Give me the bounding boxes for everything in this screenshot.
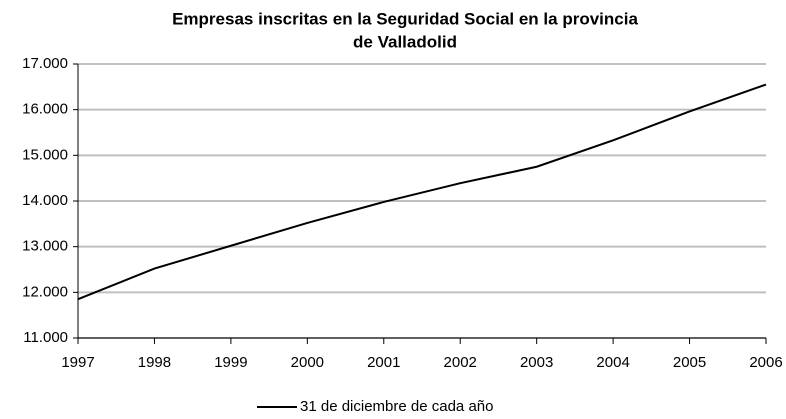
y-tick-label: 14.000: [22, 192, 68, 209]
x-tick-label: 2000: [291, 354, 324, 371]
data-line: [77, 83, 767, 301]
y-tick-label: 13.000: [22, 238, 68, 255]
x-tick-label: 2006: [749, 354, 782, 371]
x-tick-label: 2004: [596, 354, 629, 371]
x-tick-label: 1998: [138, 354, 171, 371]
y-tick-label: 11.000: [23, 329, 68, 346]
legend-label: 31 de diciembre de cada año: [300, 398, 493, 415]
x-tick-label: 2005: [673, 354, 706, 371]
x-tick-label: 1997: [61, 354, 94, 371]
x-tick-label: 2003: [520, 354, 553, 371]
x-tick-label: 1999: [214, 354, 247, 371]
y-tick-label: 17.000: [22, 55, 68, 72]
y-tick-label: 16.000: [22, 101, 68, 118]
x-tick-label: 2001: [367, 354, 400, 371]
y-tick-label: 15.000: [22, 146, 68, 163]
x-tick-label: 2002: [444, 354, 477, 371]
chart-title: Empresas inscritas en la Seguridad Socia…: [172, 9, 638, 28]
chart-title: de Valladolid: [353, 32, 457, 51]
y-tick-label: 12.000: [22, 283, 68, 300]
